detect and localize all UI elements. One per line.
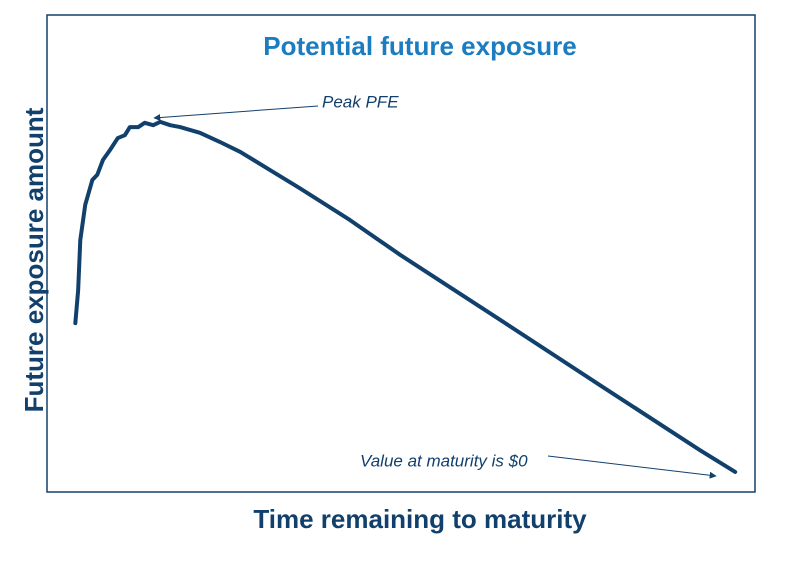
annotation-arrow (547, 455, 717, 479)
annotation-arrow (153, 105, 319, 122)
chart-title: Potential future exposure (263, 31, 577, 61)
annotation: Peak PFE (322, 92, 399, 111)
x-axis-label: Time remaining to maturity (253, 504, 587, 534)
data-line (73, 119, 738, 474)
plot-frame (46, 14, 756, 493)
y-axis-label: Future exposure amount (19, 107, 49, 412)
annotation: Value at maturity is $0 (360, 451, 528, 470)
